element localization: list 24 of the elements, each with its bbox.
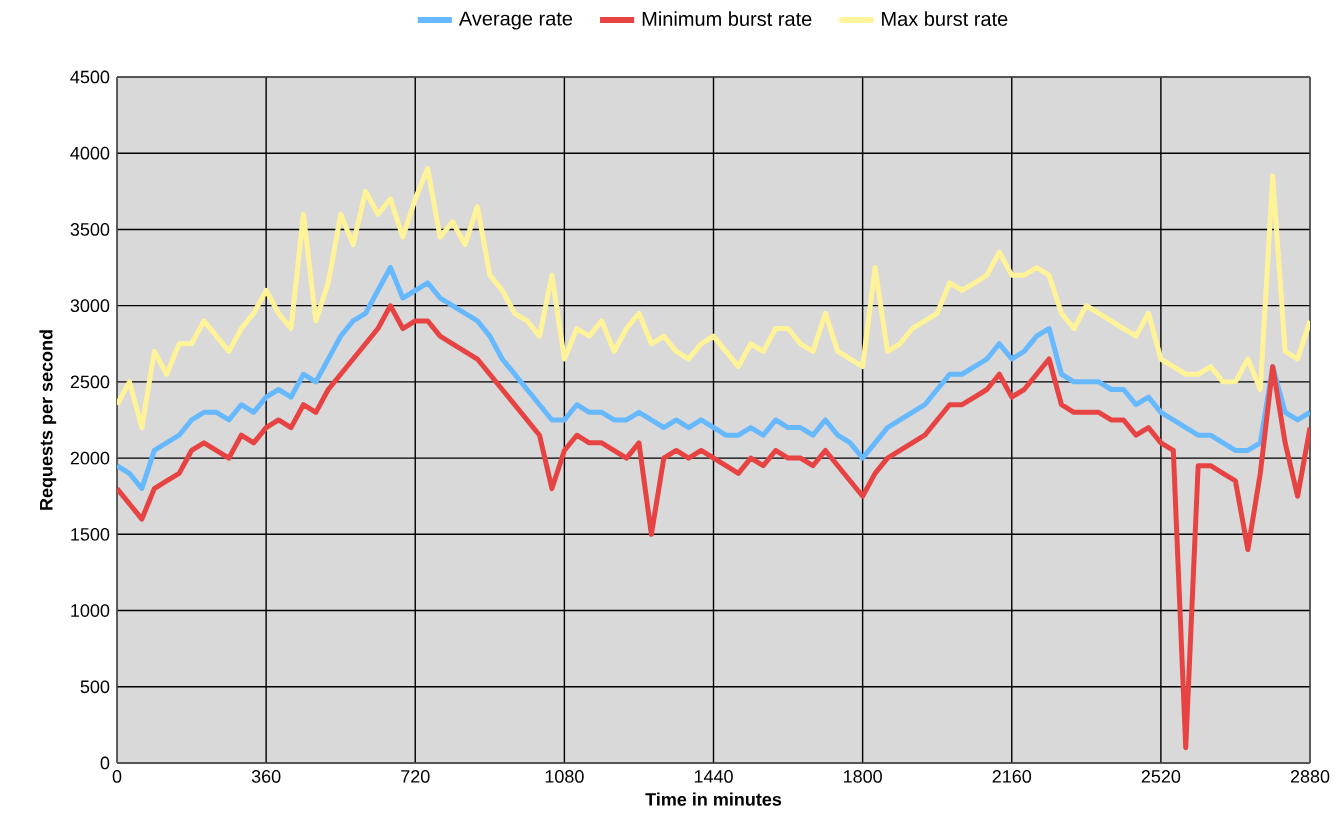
y-tick-label: 3500 [70,223,110,236]
y-tick-label: 1000 [71,604,110,617]
x-tick-label: 360 [251,770,281,783]
legend-label: Minimum burst rate [642,11,812,26]
x-tick-label: 2520 [1141,770,1181,783]
y-tick-label: 2500 [70,375,110,389]
y-tick-label: 4500 [70,70,110,84]
x-tick-label: 2160 [992,770,1032,783]
y-tick-label: 4000 [70,146,110,160]
x-tick-label: 1080 [545,770,584,783]
x-tick-label: 1800 [843,770,882,783]
x-tick-label: 0 [112,770,122,783]
x-axis-title: Time in minutes [645,792,782,806]
y-tick-label: 3000 [70,299,110,313]
y-tick-label: 500 [80,680,110,694]
x-tick-label: 2880 [1290,770,1330,783]
y-tick-label: 0 [100,756,110,770]
y-tick-label: 1500 [71,527,110,541]
x-tick-label: 1440 [694,770,733,783]
y-axis-title: Requests per second [39,330,57,510]
legend-label: Average rate [458,11,573,30]
x-tick-label: 720 [401,770,430,783]
legend-label: Max burst rate [882,11,1008,26]
y-tick-label: 2000 [70,451,110,465]
